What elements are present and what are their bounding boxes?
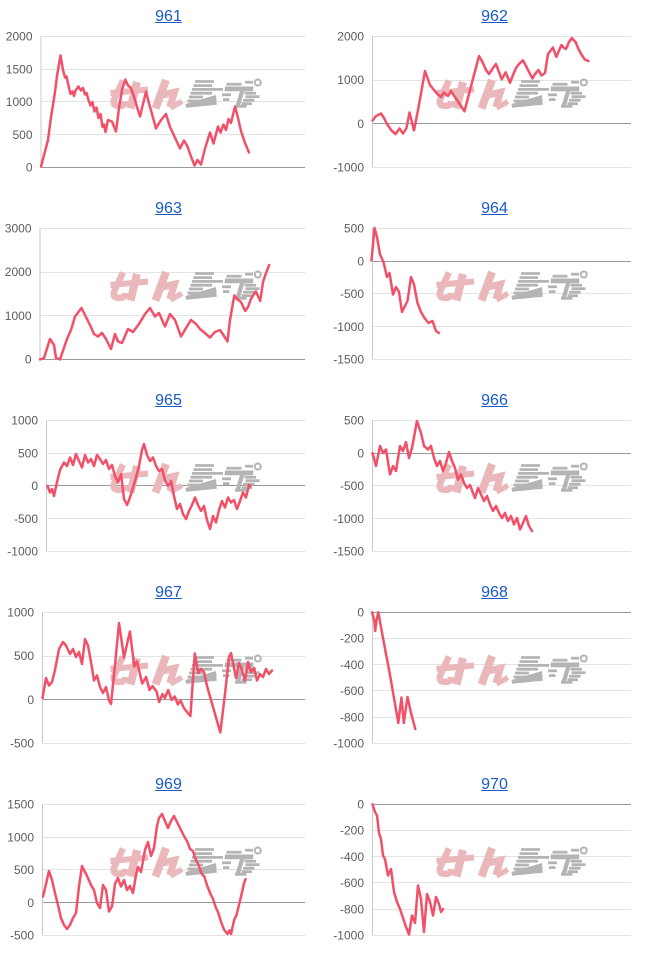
svg-text:0: 0 [26,161,33,175]
svg-text:-400: -400 [340,850,364,864]
svg-text:1000: 1000 [5,309,32,323]
svg-text:3000: 3000 [5,222,32,236]
svg-text:-1000: -1000 [333,161,364,175]
svg-text:-800: -800 [340,710,364,724]
svg-text:-500: -500 [340,479,364,493]
svg-text:500: 500 [344,222,364,236]
svg-text:0: 0 [357,254,364,268]
svg-text:-1000: -1000 [333,737,364,751]
svg-text:-1000: -1000 [7,545,38,559]
svg-text:-1500: -1500 [333,545,364,559]
svg-text:-600: -600 [340,684,364,698]
svg-text:1000: 1000 [6,95,33,109]
svg-text:2000: 2000 [337,30,364,44]
svg-text:500: 500 [18,446,38,460]
svg-text:0: 0 [25,353,32,367]
svg-text:-500: -500 [14,512,38,526]
svg-text:0: 0 [357,606,364,620]
svg-text:1500: 1500 [7,798,34,812]
svg-text:0: 0 [357,798,364,812]
svg-text:0: 0 [27,693,34,707]
svg-text:1500: 1500 [6,62,33,76]
svg-text:500: 500 [344,414,364,428]
svg-text:1000: 1000 [7,830,34,844]
svg-text:0: 0 [357,446,364,460]
svg-text:-500: -500 [10,737,34,751]
svg-text:-1000: -1000 [333,512,364,526]
svg-text:1000: 1000 [337,73,364,87]
svg-text:-1000: -1000 [333,320,364,334]
svg-text:1000: 1000 [7,606,34,620]
svg-text:0: 0 [31,479,38,493]
svg-text:500: 500 [14,649,34,663]
svg-text:0: 0 [27,896,34,910]
svg-text:-400: -400 [340,658,364,672]
svg-text:-200: -200 [340,824,364,838]
svg-text:-500: -500 [10,929,34,943]
svg-text:-800: -800 [340,902,364,916]
svg-text:-200: -200 [340,632,364,646]
svg-text:1000: 1000 [11,414,38,428]
svg-text:-1500: -1500 [333,353,364,367]
svg-text:2000: 2000 [6,30,33,44]
svg-text:-1000: -1000 [333,929,364,943]
svg-text:0: 0 [357,117,364,131]
svg-text:2000: 2000 [5,265,32,279]
svg-text:-500: -500 [340,287,364,301]
svg-text:-600: -600 [340,876,364,890]
svg-text:500: 500 [12,128,32,142]
svg-text:500: 500 [14,863,34,877]
